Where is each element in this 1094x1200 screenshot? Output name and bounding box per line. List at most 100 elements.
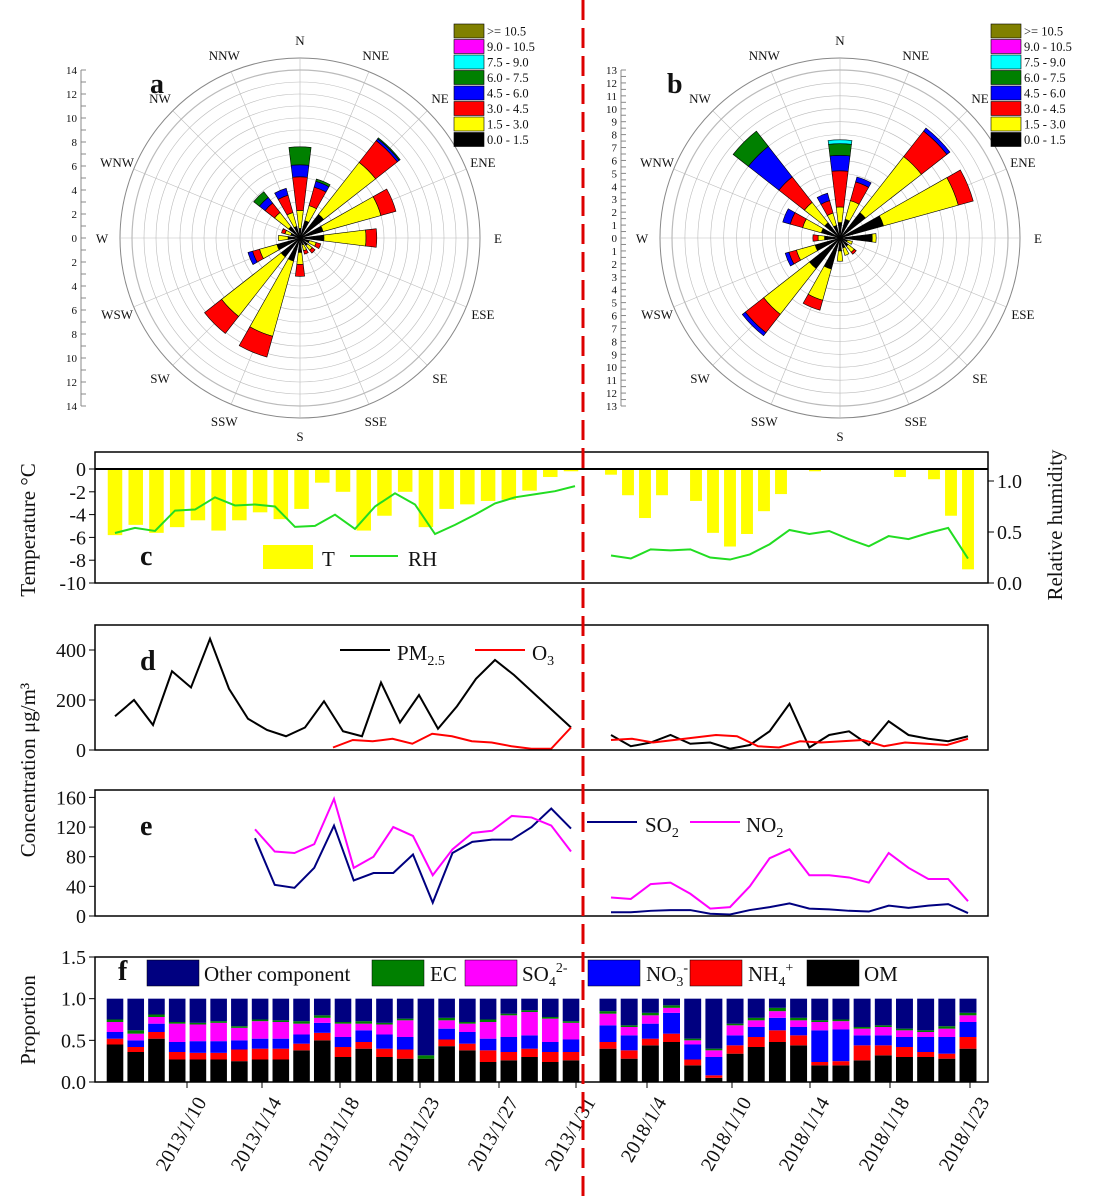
- rose-axis-tick-label: 3: [612, 194, 618, 206]
- rose-sector-wnw-bin-3: [782, 208, 796, 225]
- temperature-bar: [460, 469, 475, 505]
- composition-segment: [479, 1019, 497, 1022]
- temperature-bar: [335, 469, 351, 492]
- rose-axis-tick-label: 7: [612, 323, 618, 335]
- composition-segment: [148, 1014, 165, 1017]
- temperature-bar: [724, 469, 736, 547]
- rose-axis-tick-label: 6: [612, 155, 618, 167]
- rose-sector-n-bin-2: [831, 170, 849, 208]
- rose-axis-tick-label: 2: [612, 259, 618, 271]
- legend-swatch-bin-0: [990, 23, 1022, 39]
- o3-line-2013: [332, 726, 572, 750]
- composition-other: [832, 998, 850, 1020]
- rose-axis-tick-label: 4: [72, 185, 78, 197]
- composition-segment: [641, 1045, 659, 1082]
- rose-radial-line: [133, 168, 301, 239]
- composition-segment: [541, 1062, 559, 1082]
- rose-sector-nw-bin-4: [253, 191, 269, 207]
- composition-segment: [938, 1058, 956, 1082]
- composition-segment: [417, 1058, 435, 1082]
- rose-sector-ese-bin-1: [846, 239, 853, 245]
- composition-segment: [853, 1045, 871, 1061]
- legend-swatch-bin-3: [990, 70, 1022, 85]
- composition-segment: [768, 1042, 786, 1082]
- composition-segment: [459, 1023, 476, 1032]
- y-tick-label: 0: [76, 459, 86, 481]
- rose-sector-nne-bin-3: [855, 176, 872, 188]
- composition-segment: [620, 1025, 638, 1027]
- composition-segment: [189, 1059, 207, 1082]
- y-tick-label: -4: [69, 505, 86, 527]
- rose-sector-ssw-bin-2: [802, 293, 824, 311]
- y-axis-label-humidity: Relative humidity: [1043, 449, 1067, 601]
- composition-segment: [210, 1022, 227, 1042]
- composition-segment: [376, 1048, 393, 1057]
- composition-segment: [376, 1034, 393, 1049]
- temperature-bar: [294, 469, 309, 509]
- rose-direction-ne: NE: [971, 91, 988, 106]
- x-tick-label: 2018/1/14: [775, 1094, 835, 1175]
- legend-label-bin-4: 4.5 - 6.0: [1024, 87, 1066, 101]
- legend-label-bin-3: 6.0 - 7.5: [487, 71, 529, 85]
- temperature-bar: [543, 469, 558, 477]
- composition-segment: [959, 1048, 977, 1082]
- rose-sector-wsw-bin-3: [247, 250, 258, 265]
- composition-other: [874, 998, 892, 1026]
- composition-segment: [874, 1055, 892, 1082]
- composition-segment: [168, 1023, 186, 1042]
- rose-sector-nnw-bin-3: [816, 192, 830, 205]
- panel-label-b: b: [667, 69, 683, 100]
- composition-segment: [231, 1061, 248, 1082]
- rose-axis-tick-label: 8: [612, 130, 618, 142]
- temperature-bar: [758, 469, 770, 512]
- legend-label-bin-6: 1.5 - 3.0: [1024, 118, 1066, 132]
- rose-axis-tick-label: 1: [612, 246, 618, 258]
- wind-rose-a: N NNE NE ENE E ESE SE SSE S SSW SW WSW W WNW NW NNW 0 2 2…: [66, 33, 502, 444]
- temperature-bar: [169, 469, 185, 528]
- rose-radial-line: [299, 237, 428, 366]
- composition-segment: [811, 1030, 829, 1062]
- rose-axis-tick-label: 10: [606, 104, 618, 116]
- rose-sector-w-bin-1: [278, 235, 289, 241]
- temperature-bar: [149, 469, 164, 533]
- composition-segment: [684, 1065, 702, 1082]
- legend-label-bin-5: 3.0 - 4.5: [487, 102, 529, 116]
- rh-line-2018: [610, 526, 969, 561]
- x-tick-label: 2018/1/10: [697, 1094, 757, 1175]
- composition-segment: [790, 1045, 808, 1082]
- temperature-bar: [945, 469, 957, 516]
- composition-segment: [562, 1039, 580, 1052]
- rose-direction-nnw: NNW: [749, 48, 781, 63]
- composition-segment: [376, 1024, 393, 1035]
- panel-label-d: d: [140, 646, 156, 677]
- composition-segment: [127, 1047, 145, 1052]
- composition-other: [417, 998, 435, 1056]
- temperature-bar: [656, 469, 668, 496]
- composition-segment: [106, 1032, 124, 1039]
- y-tick-label: 1.0: [61, 989, 86, 1011]
- rose-direction-sse: SSE: [905, 414, 927, 429]
- panel-f-composition: 0.0 0.5 1.0 1.5: [61, 947, 989, 1094]
- composition-segment: [334, 1047, 352, 1057]
- legend-swatch-t: [263, 545, 313, 569]
- composition-segment: [106, 1044, 124, 1082]
- panel-label-c: c: [140, 541, 152, 572]
- composition-other: [853, 998, 871, 1027]
- composition-segment: [479, 1022, 497, 1039]
- rose-axis-tick-label: 6: [72, 161, 78, 173]
- composition-segment: [768, 1011, 786, 1018]
- composition-segment: [541, 1052, 559, 1062]
- temperature-bar: [480, 469, 496, 501]
- temperature-bar: [741, 469, 753, 534]
- composition-segment: [641, 1012, 659, 1016]
- legend-panel-d: PM2.5 O3: [340, 641, 554, 669]
- y-tick-label: -10: [59, 573, 86, 595]
- composition-segment: [355, 1030, 373, 1042]
- temperature-bar: [707, 469, 719, 533]
- rose-axis-tick-label: 5: [612, 298, 618, 310]
- rose-direction-ene: ENE: [1010, 155, 1035, 170]
- composition-segment: [959, 1015, 977, 1022]
- rose-axis-tick-label: 1: [612, 220, 618, 232]
- composition-segment: [663, 1005, 680, 1008]
- rose-direction-nw: NW: [149, 91, 171, 106]
